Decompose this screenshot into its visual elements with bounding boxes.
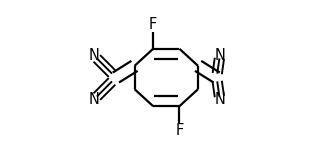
Text: N: N <box>214 92 225 107</box>
Text: N: N <box>89 92 100 107</box>
Text: F: F <box>149 17 157 32</box>
Text: N: N <box>89 48 100 63</box>
Text: N: N <box>214 48 225 63</box>
Text: F: F <box>175 123 184 138</box>
